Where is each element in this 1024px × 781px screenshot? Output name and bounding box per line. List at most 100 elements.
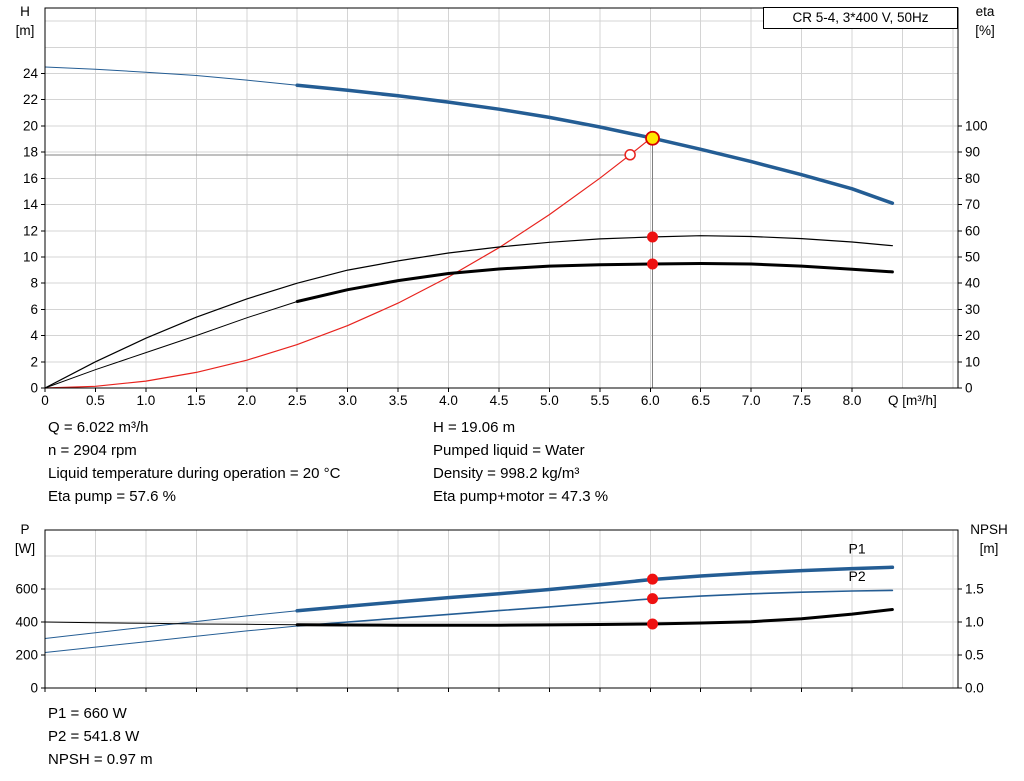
- npsh-curve: [295, 608, 894, 627]
- x-tick-label: 0: [41, 393, 49, 408]
- npsh-axis-label: NPSH: [970, 522, 1008, 537]
- info-density: Density = 998.2 kg/m³: [433, 465, 580, 482]
- eta-axis-label: eta: [975, 4, 995, 19]
- y-left-tick-label: 2: [30, 354, 38, 369]
- y-left-tick-label: 0: [30, 381, 38, 396]
- x-tick-label: 1.0: [136, 393, 155, 408]
- duty-info-left-column: Q = 6.022 m³/h n = 2904 rpm Liquid tempe…: [48, 416, 340, 508]
- y-left-tick-label: 200: [15, 648, 38, 663]
- duty-point: [645, 130, 660, 146]
- x-tick-label: 8.0: [843, 393, 862, 408]
- eta-axis-unit: [%]: [975, 23, 995, 38]
- info-p2: P2 = 541.8 W: [48, 728, 140, 745]
- p1-curve: [295, 565, 895, 613]
- y-right-tick-label: 1.5: [965, 582, 984, 597]
- y-right-tick-label: 80: [965, 171, 980, 186]
- head-chart: 0246810121416182022240102030405060708090…: [23, 7, 988, 408]
- eta-pump-motor-duty-point: [647, 258, 659, 270]
- npsh-duty-point: [647, 618, 659, 630]
- y-left-tick-label: 12: [23, 223, 38, 238]
- y-right-tick-label: 40: [965, 276, 980, 291]
- info-liquid-temperature: Liquid temperature during operation = 20…: [48, 465, 341, 482]
- y-left-tick-label: 14: [23, 197, 39, 212]
- power-axis-title: P [W]: [6, 520, 44, 558]
- x-tick-label: 4.5: [490, 393, 509, 408]
- y-left-tick-label: 24: [23, 66, 39, 81]
- x-tick-label: 2.0: [237, 393, 256, 408]
- p-axis-label: P: [20, 522, 30, 537]
- system-curve: [44, 135, 654, 389]
- p2-duty-point: [647, 593, 659, 605]
- flow-axis-label: Q [m³/h]: [888, 393, 937, 408]
- h-axis-unit: [m]: [15, 23, 35, 38]
- x-tick-label: 4.0: [439, 393, 458, 408]
- npsh-axis-title: NPSH [m]: [958, 520, 1020, 558]
- y-right-tick-label: 90: [965, 145, 980, 160]
- info-flow: Q = 6.022 m³/h: [48, 419, 149, 436]
- p1-curve-extension: [44, 610, 298, 639]
- x-tick-label: 3.0: [338, 393, 357, 408]
- y-right-tick-label: 1.0: [965, 615, 984, 630]
- y-right-tick-label: 60: [965, 223, 980, 238]
- info-eta-pump-motor: Eta pump+motor = 47.3 %: [433, 488, 609, 505]
- y-right-tick-label: 50: [965, 249, 980, 264]
- x-tick-label: 7.5: [792, 393, 811, 408]
- y-right-tick-label: 0.0: [965, 681, 984, 696]
- info-npsh: NPSH = 0.97 m: [48, 751, 153, 768]
- y-left-tick-label: 16: [23, 171, 38, 186]
- x-tick-label: 6.5: [691, 393, 710, 408]
- p1-duty-point: [647, 573, 659, 585]
- info-pumped-liquid: Pumped liquid = Water: [433, 442, 585, 459]
- y-left-tick-label: 8: [30, 276, 38, 291]
- y-left-tick-label: 0: [30, 681, 38, 696]
- y-left-tick-label: 20: [23, 118, 38, 133]
- eta-pump-motor-curve: [295, 262, 894, 303]
- y-left-tick-label: 10: [23, 249, 38, 264]
- head-chart-section: 0 2 4 6 8 10 12 14 16 18 20 22 24 0 10 20 30 40 50 60 70 80 90…: [6, 2, 995, 408]
- info-eta-pump: Eta pump = 57.6 %: [48, 488, 176, 505]
- p1-label: P1: [849, 541, 866, 557]
- plot-border: [44, 529, 959, 689]
- x-tick-label: 1.5: [187, 393, 206, 408]
- h-axis-label: H: [20, 4, 30, 19]
- x-tick-label: 5.5: [590, 393, 609, 408]
- y-left-tick-label: 6: [30, 302, 38, 317]
- y-right-tick-label: 0.5: [965, 648, 984, 663]
- head-axis-title: H [m]: [6, 2, 44, 40]
- y-left-tick-label: 400: [15, 615, 38, 630]
- duty-info-block: Q = 6.022 m³/h n = 2904 rpm Liquid tempe…: [48, 416, 978, 512]
- pump-title-box: CR 5-4, 3*400 V, 50Hz: [763, 7, 958, 29]
- info-head: H = 19.06 m: [433, 419, 516, 436]
- x-tick-label: 7.0: [742, 393, 761, 408]
- y-right-tick-label: 30: [965, 302, 980, 317]
- y-left-tick-label: 22: [23, 92, 38, 107]
- y-right-tick-label: 70: [965, 197, 980, 212]
- duty-info-right-column: H = 19.06 m Pumped liquid = Water Densit…: [433, 416, 608, 508]
- power-chart-section: P1 P2 0 200 400 600 0.0 0.5 1.0 1.5 P [W] NPSH [m…: [0, 518, 1024, 698]
- x-tick-label: 5.0: [540, 393, 559, 408]
- npsh-axis-unit: [m]: [979, 541, 999, 556]
- y-right-tick-label: 0: [965, 381, 973, 396]
- x-tick-label: 3.5: [389, 393, 408, 408]
- eta-pump-duty-point: [647, 231, 659, 243]
- npsh-curve-extension: [44, 621, 298, 626]
- power-chart: P1 P2 0 200 400 600 0.0 0.5 1.0 1.5: [15, 529, 984, 696]
- eta-pump-curve: [44, 235, 894, 389]
- plot-border: [44, 7, 959, 389]
- p2-curve: [296, 589, 894, 627]
- x-tick-label: 0.5: [86, 393, 105, 408]
- power-info-block: P1 = 660 W P2 = 541.8 W NPSH = 0.97 m: [48, 702, 153, 771]
- y-right-tick-label: 10: [965, 354, 980, 369]
- info-speed: n = 2904 rpm: [48, 442, 137, 459]
- y-left-tick-label: 4: [30, 328, 38, 343]
- hq-curve: [295, 83, 895, 205]
- p2-curve-extension: [44, 625, 298, 653]
- p-axis-unit: [W]: [14, 541, 36, 556]
- y-left-tick-label: 600: [15, 582, 38, 597]
- x-tick-label: 6.0: [641, 393, 660, 408]
- eta-pump-motor-extension: [44, 301, 298, 389]
- hq-curve-extension: [44, 66, 298, 86]
- x-tick-label: 2.5: [288, 393, 307, 408]
- y-right-tick-label: 100: [965, 118, 988, 133]
